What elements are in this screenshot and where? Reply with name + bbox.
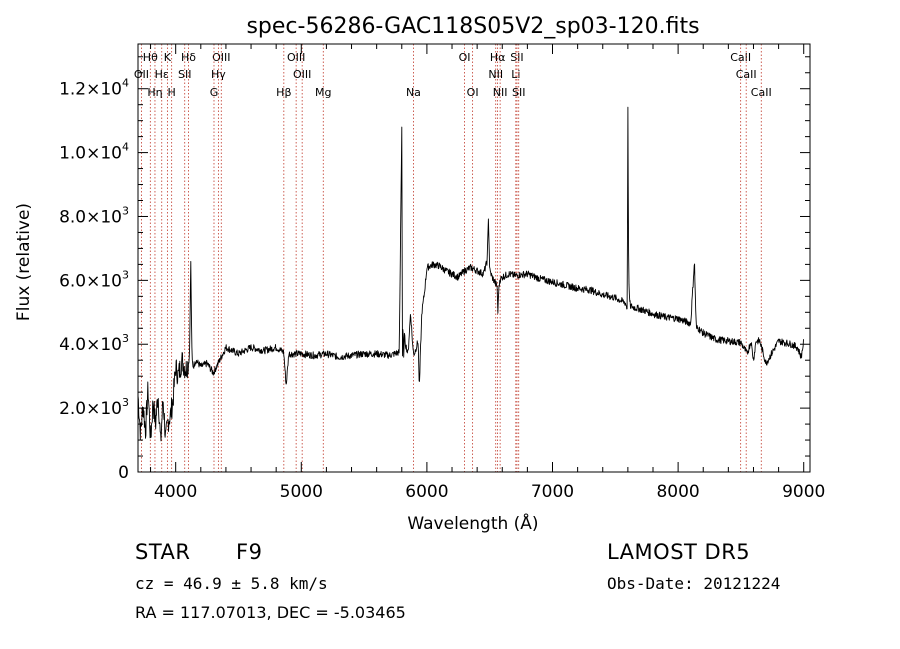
- x-tick-label: 7000: [531, 482, 574, 502]
- spectrum-line: [137, 106, 804, 442]
- emission-line-markers: Hθ K Hδ OIII OIII OI Hα SII CaII OII Hε SII Hγ OIII NI…: [134, 44, 772, 472]
- line-marker-label: SII: [512, 86, 525, 99]
- line-marker-label: Na: [406, 86, 421, 99]
- line-marker-label: Li: [511, 68, 520, 81]
- line-marker-label: OIII: [212, 51, 230, 64]
- x-tick-label: 6000: [405, 482, 448, 502]
- line-marker-label: OIII: [287, 51, 305, 64]
- chart-title: spec-56286-GAC118S05V2_sp03-120.fits: [246, 14, 699, 39]
- redshift-text: cz = 46.9 ± 5.8 km/s: [135, 574, 328, 593]
- line-marker-label: OIII: [293, 68, 311, 81]
- y-tick-label: 0: [118, 463, 129, 483]
- y-tick-label: 6.0×103: [59, 268, 129, 291]
- line-marker-label: Hα: [490, 51, 506, 64]
- line-marker-label: Hη: [147, 86, 162, 99]
- y-axis-label: Flux (relative): [14, 203, 34, 321]
- line-marker-label: OI: [467, 86, 479, 99]
- line-marker-label: Hθ: [143, 51, 158, 64]
- line-marker-label: H: [168, 86, 176, 99]
- line-marker-label: K: [164, 51, 172, 64]
- line-marker-label: Hγ: [211, 68, 226, 81]
- y-tick-label: 4.0×103: [59, 332, 129, 355]
- y-tick-label: 1.2×104: [59, 77, 129, 100]
- x-axis-label: Wavelength (Å): [407, 512, 538, 534]
- line-marker-label: NII: [493, 86, 508, 99]
- object-class: STAR: [135, 540, 191, 564]
- line-marker-label: Hε: [155, 68, 169, 81]
- object-subclass: F9: [236, 540, 263, 564]
- x-tick-label: 9000: [782, 482, 825, 502]
- x-tick-label: 4000: [154, 482, 197, 502]
- axes: 4000 5000 6000 7000 8000 9000 0 2.0×103 4.0×103 6…: [59, 44, 825, 502]
- line-marker-label: Hδ: [181, 51, 196, 64]
- y-tick-label: 1.0×104: [59, 141, 129, 164]
- line-marker-label: Mg: [315, 86, 331, 99]
- spectrum-series: [137, 106, 804, 442]
- coordinates: RA = 117.07013, DEC = -5.03465: [135, 603, 406, 622]
- x-tick-label: 5000: [280, 482, 323, 502]
- line-marker-label: SII: [510, 51, 523, 64]
- obs-date: Obs-Date: 20121224: [607, 574, 781, 593]
- plot-frame: [137, 43, 811, 473]
- line-marker-label: Hβ: [276, 86, 291, 99]
- line-marker-label: SII: [178, 68, 191, 81]
- line-marker-label: CaII: [736, 68, 757, 81]
- line-marker-label: CaII: [730, 51, 751, 64]
- line-marker-label: G: [210, 86, 219, 99]
- x-tick-label: 8000: [656, 482, 699, 502]
- line-marker-label: OI: [459, 51, 471, 64]
- survey-name: LAMOST DR5: [607, 540, 751, 564]
- line-marker-label: NII: [488, 68, 503, 81]
- y-tick-label: 8.0×103: [59, 204, 129, 227]
- line-marker-label: OII: [134, 68, 149, 81]
- y-tick-label: 2.0×103: [59, 396, 129, 419]
- line-marker-label: CaII: [751, 86, 772, 99]
